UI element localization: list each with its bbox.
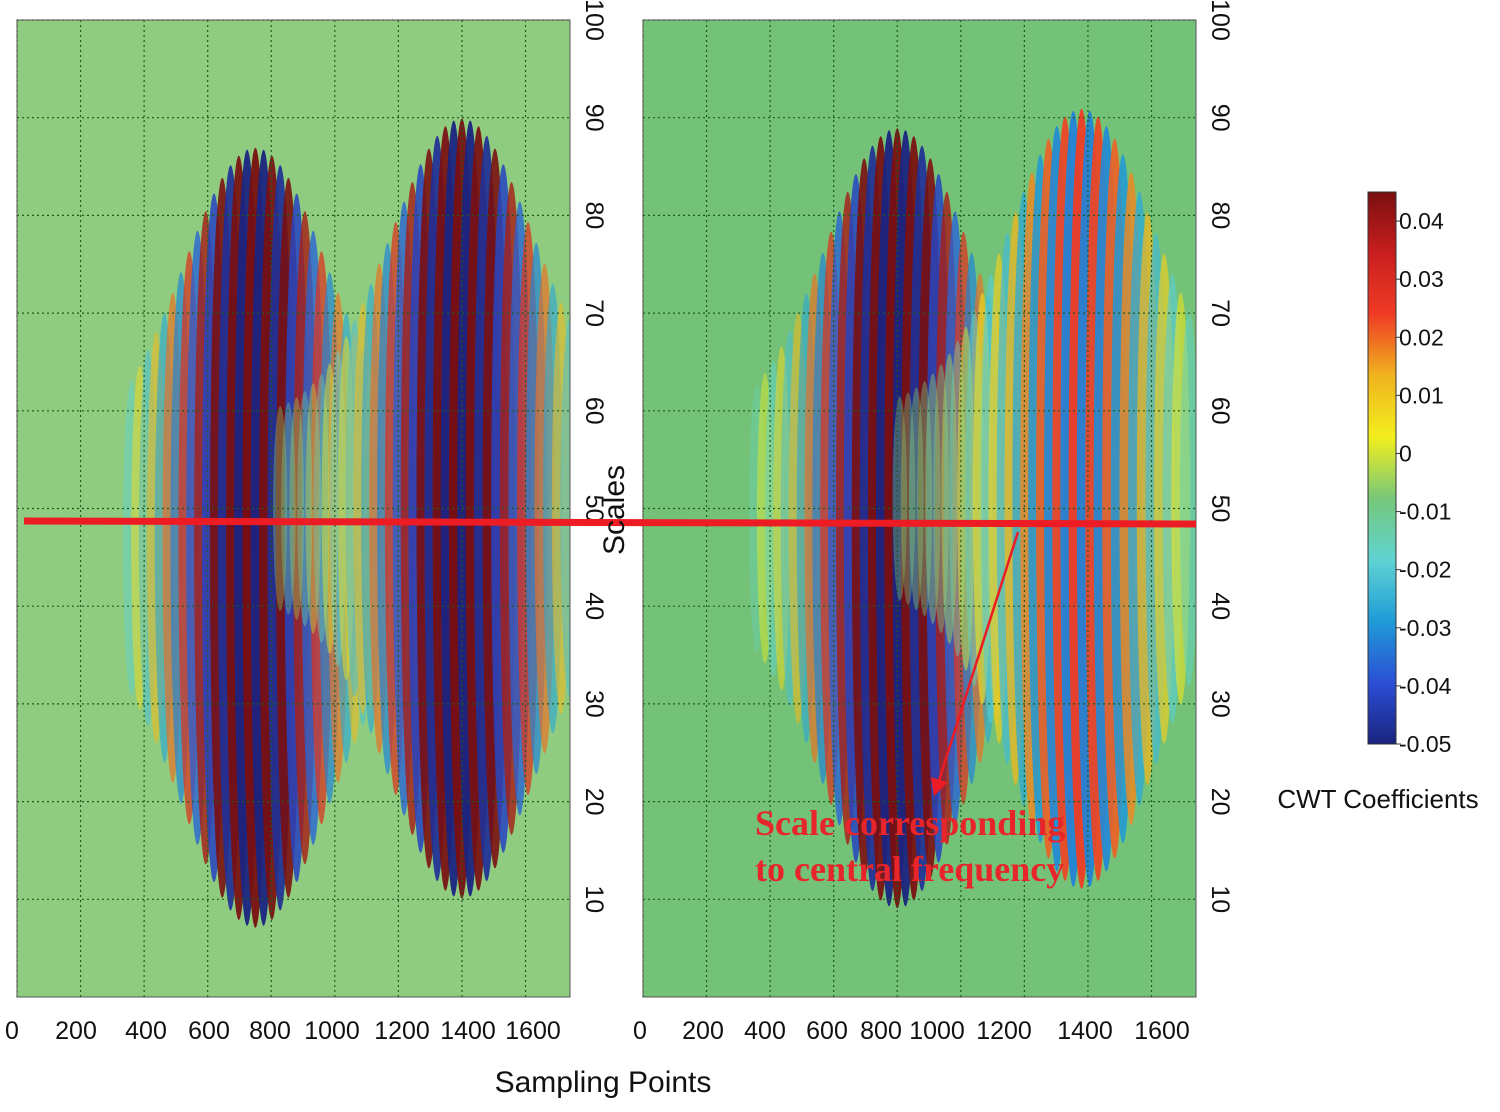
- y-tick-label: 40: [1206, 592, 1234, 620]
- x-tick-label: 1600: [1134, 1017, 1190, 1045]
- right-panel: 0 200 400 600 800 1000 1200 1400 1600 10 20 30 40 50…: [633, 0, 1234, 1045]
- x-tick-label: 1400: [440, 1017, 496, 1045]
- left-wavelet-stripes: [122, 118, 570, 928]
- left-y-ticks: 10 20 30 40 50 60 70 80 90 100: [580, 0, 608, 913]
- colorbar-tick-label: -0.05: [1399, 731, 1451, 757]
- wavelet-stripe: [917, 381, 933, 617]
- x-tick-label: 1000: [909, 1017, 965, 1045]
- colorbar-tick-label: 0.02: [1399, 324, 1444, 350]
- right-wavelet-stripes: [748, 108, 1196, 909]
- y-tick-label: 70: [580, 299, 608, 327]
- colorbar-tick-label: -0.04: [1399, 673, 1452, 699]
- x-tick-label: 0: [5, 1017, 19, 1045]
- colorbar-tick-label: 0: [1399, 440, 1412, 466]
- wavelet-stripe: [313, 374, 330, 643]
- wavelet-stripe: [925, 373, 941, 624]
- y-tick-label: 60: [580, 397, 608, 425]
- right-x-ticks: 0 200 400 600 800 1000 1200 1400 1600: [633, 1017, 1190, 1045]
- wavelet-stripe: [560, 320, 570, 697]
- right-plot-frame: [642, 19, 1197, 998]
- colorbar: 0.04 0.03 0.02 0.01 0 -0.01 -0.02 -0.03 -0.04 -0.…: [1277, 191, 1479, 814]
- y-tick-label: 70: [1206, 299, 1234, 327]
- wavelet-stripe: [748, 383, 765, 653]
- wavelet-stripe: [756, 373, 774, 664]
- y-axis-title: Scales: [598, 465, 631, 555]
- central-frequency-scale-line: [23, 517, 1197, 528]
- colorbar-labels: 0.04 0.03 0.02 0.01 0 -0.01 -0.02 -0.03 -0.04 -0.…: [1396, 208, 1452, 757]
- y-tick-label: 20: [1206, 788, 1234, 816]
- colorbar-tick-label: -0.03: [1399, 615, 1451, 641]
- colorbar-tick-label: -0.02: [1399, 557, 1451, 583]
- wavelet-stripe: [1180, 310, 1196, 687]
- y-tick-label: 50: [1206, 495, 1234, 523]
- y-tick-label: 60: [1206, 397, 1234, 425]
- wavelet-stripe: [297, 390, 313, 627]
- x-axis-title: Sampling Points: [495, 1066, 712, 1099]
- x-tick-label: 200: [682, 1017, 724, 1045]
- left-panel: 0 200 400 600 800 1000 1200 1400 1600 10 20 30 40 50…: [5, 0, 608, 1045]
- x-tick-label: 800: [249, 1017, 291, 1045]
- colorbar-tick-label: 0.03: [1399, 266, 1444, 292]
- x-tick-label: 600: [806, 1017, 848, 1045]
- x-tick-label: 600: [188, 1017, 230, 1045]
- x-tick-label: 1400: [1057, 1017, 1113, 1045]
- y-tick-label: 50: [580, 495, 608, 523]
- x-tick-label: 1200: [976, 1017, 1032, 1045]
- colorbar-title: CWT Coefficients: [1277, 784, 1478, 814]
- y-tick-label: 40: [580, 592, 608, 620]
- wavelet-stripe: [900, 392, 916, 605]
- y-tick-label: 10: [1206, 885, 1234, 913]
- x-tick-label: 400: [744, 1017, 786, 1045]
- left-plot-frame: [16, 19, 571, 998]
- y-tick-label: 30: [580, 690, 608, 718]
- y-tick-label: 10: [580, 885, 608, 913]
- annotation-line-1: Scale corresponding: [755, 803, 1065, 843]
- y-tick-label: 80: [580, 201, 608, 229]
- y-tick-label: 20: [580, 788, 608, 816]
- x-tick-label: 1200: [374, 1017, 430, 1045]
- wavelet-stripe: [941, 353, 958, 644]
- wavelet-stripe: [908, 387, 924, 610]
- right-y-ticks: 10 20 30 40 50 60 70 80 90 100: [1206, 0, 1234, 913]
- left-x-ticks: 0 200 400 600 800 1000 1200 1400 1600: [5, 1017, 561, 1045]
- colorbar-gradient: [1367, 191, 1397, 745]
- x-tick-label: 1600: [505, 1017, 561, 1045]
- colorbar-tick-label: 0.04: [1399, 208, 1444, 234]
- y-tick-label: 90: [580, 104, 608, 132]
- wavelet-stripe: [289, 397, 305, 620]
- x-tick-label: 400: [125, 1017, 167, 1045]
- annotation-line-2: to central frequency: [755, 849, 1064, 889]
- wavelet-stripe: [933, 364, 949, 634]
- x-tick-label: 0: [633, 1017, 647, 1045]
- colorbar-tick-label: -0.01: [1399, 499, 1451, 525]
- wavelet-stripe: [892, 396, 907, 601]
- y-tick-label: 100: [580, 0, 608, 41]
- wavelet-stripe: [321, 363, 338, 654]
- annotation-arrow: [930, 531, 1020, 797]
- y-tick-label: 100: [1206, 0, 1234, 41]
- y-tick-label: 90: [1206, 104, 1234, 132]
- wavelet-stripe: [273, 406, 288, 611]
- y-tick-label: 80: [1206, 201, 1234, 229]
- colorbar-tick-label: 0.01: [1399, 382, 1444, 408]
- x-tick-label: 200: [55, 1017, 97, 1045]
- y-tick-label: 30: [1206, 690, 1234, 718]
- x-tick-label: 1000: [304, 1017, 360, 1045]
- x-tick-label: 800: [860, 1017, 902, 1045]
